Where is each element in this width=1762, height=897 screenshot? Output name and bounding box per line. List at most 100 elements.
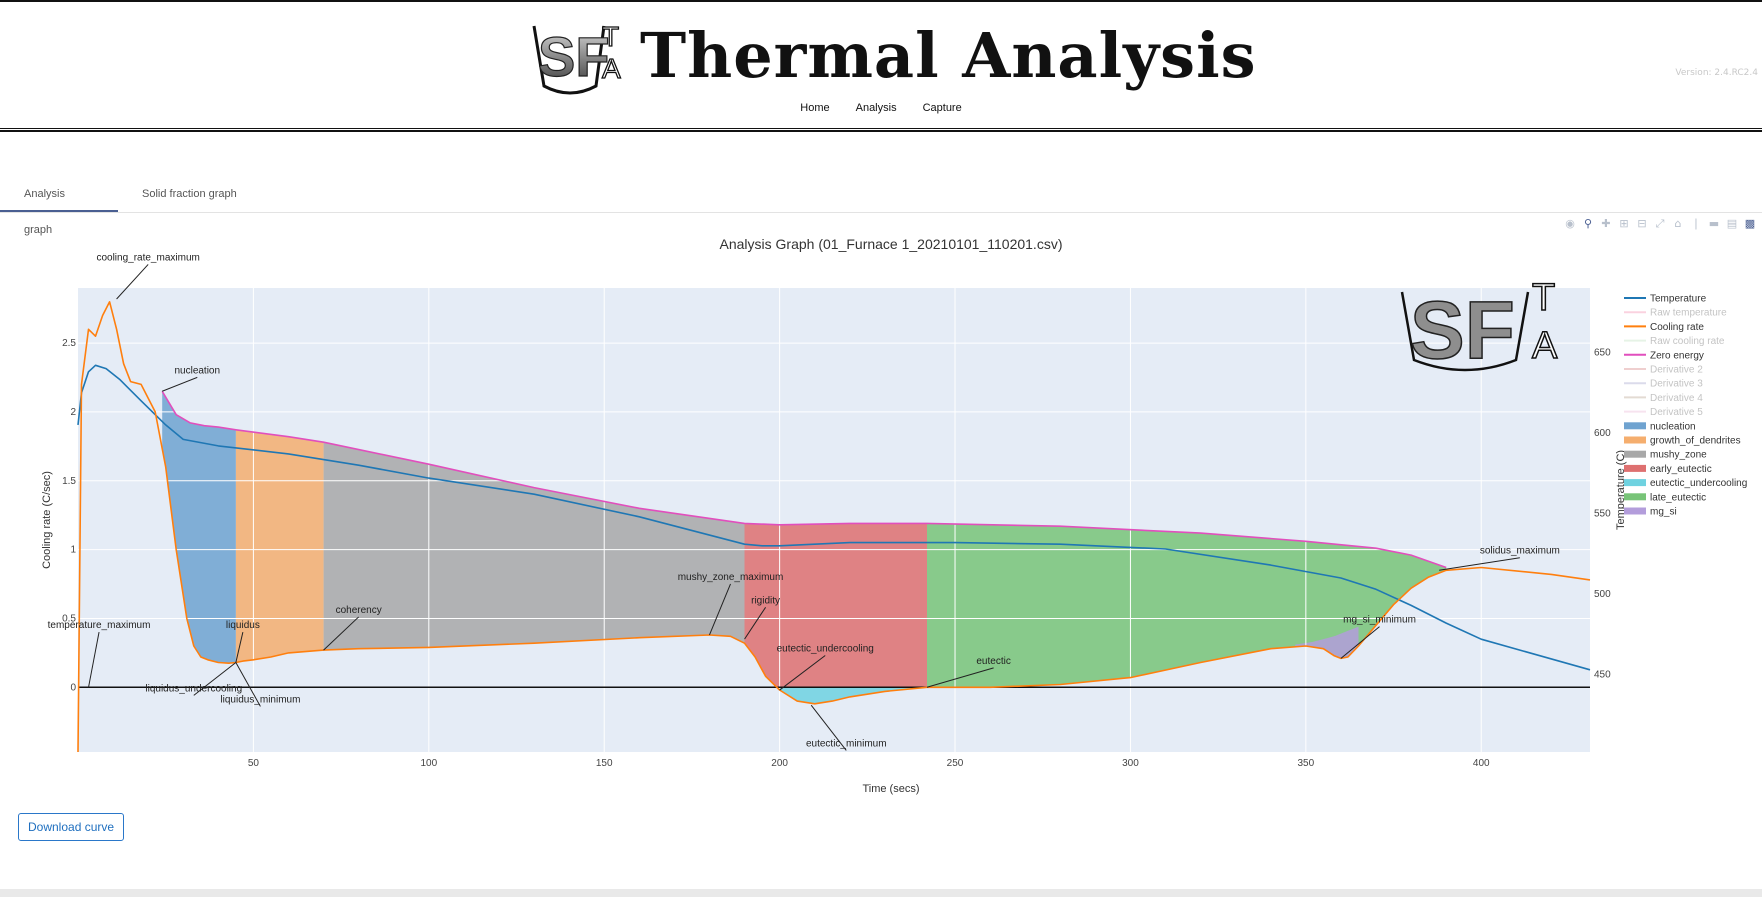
x-tick-label: 400 bbox=[1473, 758, 1490, 769]
annotation-coherency: coherency bbox=[336, 605, 382, 616]
chart-modebar: ◉ ⚲ ✚ ⊞ ⊟ ⤢ ⌂ ❘ ▬ ▤ ▩ bbox=[1564, 218, 1756, 230]
legend-label: Derivative 3 bbox=[1650, 379, 1703, 390]
legend-label: Zero energy bbox=[1650, 350, 1704, 361]
legend-item-derivative3[interactable]: Derivative 3 bbox=[1624, 379, 1703, 390]
y2-tick-label: 600 bbox=[1594, 428, 1611, 439]
analysis-chart: cooling_rate_maximum nucleation temperatur… bbox=[41, 236, 1747, 795]
series-cooling-rate-line bbox=[77, 301, 1591, 753]
nav-home[interactable]: Home bbox=[800, 102, 830, 114]
legend-item-mg-si[interactable]: mg_si bbox=[1624, 507, 1677, 518]
legend-item-growth-of-dendrites[interactable]: growth_of_dendrites bbox=[1624, 436, 1741, 447]
legend-item-temperature[interactable]: Temperature bbox=[1624, 294, 1707, 305]
region-early-eutectic bbox=[744, 523, 927, 688]
x-axis-label: Time (secs) bbox=[862, 783, 919, 795]
nav-analysis[interactable]: Analysis bbox=[855, 102, 897, 114]
watermark-sf-letters: SF bbox=[1410, 285, 1515, 376]
y-tick-label: 1 bbox=[70, 545, 76, 556]
y-axis-label: Cooling rate (C/sec) bbox=[41, 471, 53, 569]
y2-tick-label: 450 bbox=[1594, 670, 1611, 681]
autoscale-icon[interactable]: ⤢ bbox=[1655, 217, 1665, 230]
legend-item-late-eutectic[interactable]: late_eutectic bbox=[1624, 492, 1706, 503]
legend-item-cooling-rate[interactable]: Cooling rate bbox=[1624, 322, 1704, 333]
legend-swatch bbox=[1624, 507, 1646, 515]
legend-item-nucleation[interactable]: nucleation bbox=[1624, 421, 1696, 432]
legend-item-raw-temperature[interactable]: Raw temperature bbox=[1624, 308, 1727, 319]
chart-title: Analysis Graph (01_Furnace 1_20210101_11… bbox=[720, 236, 1063, 252]
x-tick-label: 250 bbox=[947, 758, 964, 769]
spike-lines-icon[interactable]: ❘ bbox=[1691, 217, 1701, 230]
pan-icon[interactable]: ✚ bbox=[1601, 217, 1611, 230]
annotation-mg-si-minimum: mg_si_minimum bbox=[1343, 615, 1416, 626]
annotation-eutectic: eutectic bbox=[976, 656, 1010, 667]
download-curve-button[interactable]: Download curve bbox=[18, 813, 125, 841]
legend-item-early-eutectic[interactable]: early_eutectic bbox=[1624, 464, 1712, 475]
plotly-logo-icon[interactable]: ▩ bbox=[1744, 217, 1756, 230]
sfta-watermark-logo: SF T A bbox=[1400, 276, 1559, 377]
annotation-arrow bbox=[708, 583, 731, 636]
zoom-out-icon[interactable]: ⊟ bbox=[1637, 217, 1647, 230]
annotation-liquidus-minimum: liquidus_minimum bbox=[220, 694, 300, 705]
camera-icon[interactable]: ◉ bbox=[1565, 217, 1575, 230]
legend-item-raw-cooling-rate[interactable]: Raw cooling rate bbox=[1624, 336, 1725, 347]
annotation-solidus-maximum: solidus_maximum bbox=[1480, 546, 1560, 557]
zoom-in-icon[interactable]: ⊞ bbox=[1619, 217, 1629, 230]
annotation-rigidity: rigidity bbox=[751, 595, 780, 606]
legend-label: eutectic_undercooling bbox=[1650, 478, 1747, 489]
x-tick-label: 300 bbox=[1122, 758, 1139, 769]
x-tick-label: 200 bbox=[771, 758, 788, 769]
y-tick-label: 1.5 bbox=[62, 476, 76, 487]
tab-solid-fraction-graph[interactable]: Solid fraction graph bbox=[142, 188, 237, 200]
annotation-arrow bbox=[744, 607, 767, 640]
series-zero-energy-line bbox=[161, 390, 1447, 569]
region-growth-of-dendrites bbox=[235, 429, 324, 663]
annotation-arrow bbox=[926, 667, 994, 688]
legend-item-derivative2[interactable]: Derivative 2 bbox=[1624, 365, 1703, 376]
region-nucleation bbox=[162, 391, 236, 664]
logo-sf-letters: SF bbox=[538, 25, 610, 88]
annotation-arrow bbox=[193, 662, 237, 696]
annotation-arrow bbox=[116, 264, 149, 300]
annotation-arrow bbox=[1439, 557, 1520, 571]
annotation-temperature-maximum: temperature_maximum bbox=[48, 620, 151, 631]
legend-label: late_eutectic bbox=[1650, 492, 1706, 503]
compare-hover-icon[interactable]: ▬ bbox=[1708, 217, 1720, 230]
version-label: Version: 2.4.RC2.4 bbox=[1675, 68, 1758, 78]
legend-item-derivative5[interactable]: Derivative 5 bbox=[1624, 407, 1703, 418]
annotation-arrow bbox=[235, 631, 244, 663]
legend-label: growth_of_dendrites bbox=[1650, 436, 1741, 447]
graph-tabs: Analysis graph Solid fraction graph bbox=[0, 176, 1762, 236]
legend-label: Raw cooling rate bbox=[1650, 336, 1725, 347]
zoom-icon[interactable]: ⚲ bbox=[1583, 217, 1593, 230]
annotation-arrow bbox=[88, 631, 100, 688]
watermark-a-letter: A bbox=[1532, 325, 1558, 367]
annotation-eutectic-undercooling: eutectic_undercooling bbox=[777, 643, 874, 654]
annotation-arrow bbox=[1340, 626, 1380, 659]
nav-capture[interactable]: Capture bbox=[922, 102, 962, 114]
annotation-mushy-zone-maximum: mushy_zone_maximum bbox=[678, 572, 784, 583]
y-tick-label: 0 bbox=[70, 682, 76, 693]
annotation-arrow bbox=[810, 704, 847, 751]
legend-swatch bbox=[1624, 436, 1646, 444]
hover-closest-icon[interactable]: ▤ bbox=[1726, 217, 1738, 230]
legend-item-eutectic-undercooling[interactable]: eutectic_undercooling bbox=[1624, 478, 1747, 489]
legend-swatch bbox=[1624, 479, 1646, 487]
watermark-t-letter: T bbox=[1532, 277, 1555, 319]
x-tick-label: 50 bbox=[248, 758, 260, 769]
legend-label: Derivative 2 bbox=[1650, 365, 1703, 376]
y-tick-label: 0.5 bbox=[62, 613, 76, 624]
legend-item-derivative4[interactable]: Derivative 4 bbox=[1624, 393, 1703, 404]
legend-item-zero-energy[interactable]: Zero energy bbox=[1624, 350, 1704, 361]
sfta-logo-icon: SF T A bbox=[532, 20, 622, 95]
annotation-arrow bbox=[162, 376, 198, 392]
legend-item-mushy-zone[interactable]: mushy_zone bbox=[1624, 450, 1707, 461]
logo-a-letter: A bbox=[602, 53, 621, 84]
region-mg-si bbox=[1295, 626, 1359, 659]
annotation-eutectic-minimum: eutectic_minimum bbox=[806, 738, 887, 749]
tab-analysis-graph[interactable]: Analysis graph bbox=[0, 176, 118, 236]
annotation-nucleation: nucleation bbox=[174, 365, 220, 376]
page-footer bbox=[0, 889, 1762, 897]
brand-logo[interactable]: SF T A Thermal Analysis bbox=[530, 16, 1257, 96]
annotation-arrow bbox=[779, 655, 826, 691]
legend-label: nucleation bbox=[1650, 421, 1696, 432]
reset-axes-icon[interactable]: ⌂ bbox=[1674, 217, 1682, 230]
